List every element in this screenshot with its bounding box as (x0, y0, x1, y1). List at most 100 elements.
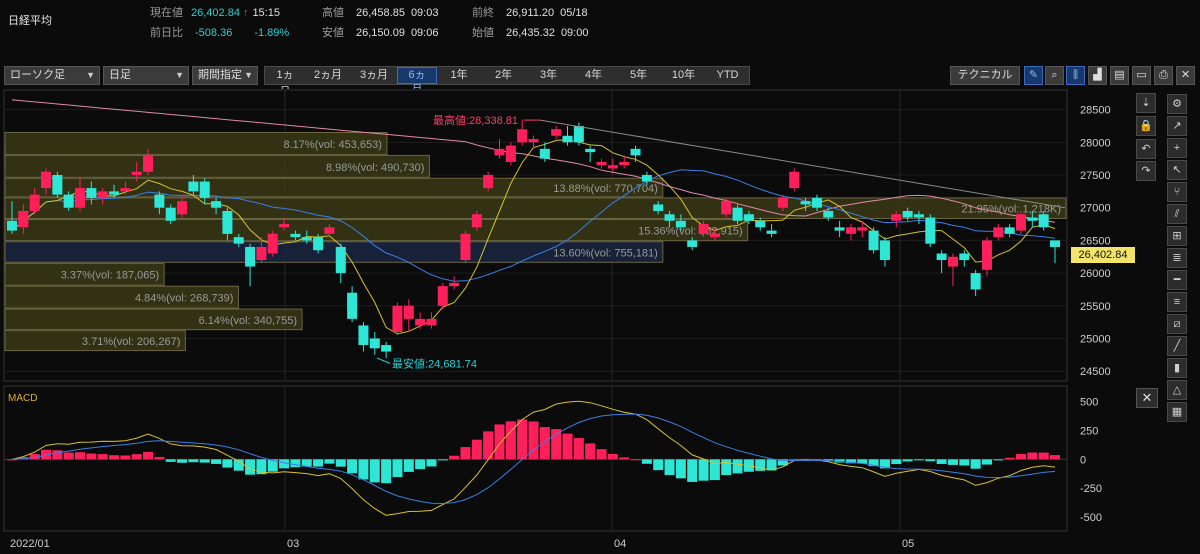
candle-body (313, 237, 324, 251)
volume-profile-bar (4, 177, 664, 198)
period-2y-button[interactable]: 2年 (494, 69, 513, 81)
fib-icon[interactable]: ≡ (1167, 292, 1187, 312)
macd-histogram-bar (528, 421, 539, 460)
candle-body (539, 148, 550, 159)
y-tick-label: 25500 (1080, 301, 1111, 313)
chevron-down-icon: ▼ (244, 70, 253, 80)
redo-icon[interactable]: ↷ (1136, 161, 1156, 181)
triangle-icon[interactable]: △ (1167, 380, 1187, 400)
bar-icon[interactable]: ▮ (1167, 358, 1187, 378)
folder-icon[interactable]: ▭ (1132, 66, 1151, 85)
period-2m-button[interactable]: 2ヵ月 (313, 69, 343, 81)
technical-button[interactable]: テクニカル (950, 66, 1020, 85)
macd-histogram-bar (959, 459, 970, 466)
candle-body (732, 207, 743, 221)
macd-y-tick: 250 (1080, 425, 1098, 437)
candle-body (902, 210, 913, 218)
macd-histogram-bar (993, 459, 1004, 461)
macd-title: MACD (8, 393, 37, 404)
period-3y-button[interactable]: 3年 (539, 69, 558, 81)
candle-body (7, 220, 17, 231)
chart-toolbar: ローソク足▼ 日足▼ 期間指定▼ 1ヵ月 2ヵ月 3ヵ月 6ヵ月 1年 2年 3… (0, 64, 1200, 98)
low-price: 安値 26,150.09 09:06 (322, 27, 439, 39)
chart-area[interactable]: 8.17%(vol: 453,653) 8.98%(vol: 490,730) 13… (0, 89, 1200, 554)
macd-histogram-bar (369, 459, 380, 483)
period-10y-button[interactable]: 10年 (671, 69, 696, 81)
period-4y-button[interactable]: 4年 (584, 69, 603, 81)
gann-icon[interactable]: ⧄ (1167, 314, 1187, 334)
area-chart-icon[interactable]: ▟ (1088, 66, 1107, 85)
volume-profile-label: 8.98%(vol: 490,730) (326, 162, 424, 174)
macd-histogram-bar (1038, 452, 1049, 460)
high-annotation: 最高値:28,338.81 (433, 113, 518, 127)
candle-body (358, 325, 369, 346)
period-ytd-button[interactable]: YTD (716, 69, 739, 81)
plus-icon[interactable]: + (1167, 138, 1187, 158)
undo-icon[interactable]: ↶ (1136, 139, 1156, 159)
macd-histogram-bar (755, 459, 766, 471)
candle-body (86, 188, 97, 198)
list-icon[interactable]: ≣ (1167, 248, 1187, 268)
arrow-icon[interactable]: ↗ (1167, 116, 1187, 136)
fork-icon[interactable]: ⑂ (1167, 182, 1187, 202)
macd-histogram-bar (154, 456, 165, 460)
pen-icon[interactable]: ✎ (1024, 66, 1043, 85)
candle-body (347, 292, 358, 319)
zoom-icon[interactable]: ⌕ (1045, 66, 1064, 85)
macd-histogram-bar (1027, 452, 1038, 460)
macd-histogram-bar (562, 433, 573, 460)
gear-icon[interactable]: ⚙ (1167, 94, 1187, 114)
candlestick-chart[interactable]: 8.17%(vol: 453,653) 8.98%(vol: 490,730) 13… (0, 89, 1200, 554)
macd-histogram-bar (437, 459, 448, 461)
volume-profile-bar (4, 241, 664, 263)
candle-body (789, 171, 800, 189)
period-1y-button[interactable]: 1年 (450, 69, 468, 81)
hline-icon[interactable]: ━ (1167, 270, 1187, 290)
candle-body (483, 175, 494, 189)
macd-histogram-bar (675, 459, 686, 479)
close-icon[interactable]: ✕ (1176, 66, 1195, 85)
macd-histogram-bar (324, 459, 335, 464)
interval-select[interactable]: 日足 ▼ (103, 66, 189, 85)
candle-body (641, 175, 652, 182)
macd-histogram-bar (86, 453, 97, 460)
ruler-icon[interactable]: ╱ (1167, 336, 1187, 356)
candle-body (211, 201, 222, 208)
document-icon[interactable]: ▤ (1110, 66, 1129, 85)
grid-icon[interactable]: ▦ (1167, 402, 1187, 422)
macd-histogram-bar (483, 431, 494, 460)
macd-histogram-bar (641, 459, 652, 464)
macd-close-icon[interactable]: ✕ (1136, 388, 1158, 408)
candle-icon[interactable]: ⫼ (1066, 66, 1085, 85)
period-1m-button[interactable]: 1ヵ月 (276, 69, 294, 98)
ma-long-line (11, 99, 1056, 223)
macd-histogram-bar (313, 459, 324, 467)
macd-histogram-bar (857, 459, 868, 464)
candle-body (947, 256, 958, 267)
lock-icon[interactable]: 🔒 (1136, 116, 1156, 136)
macd-histogram-bar (177, 459, 188, 463)
period-5y-button[interactable]: 5年 (629, 69, 648, 81)
channel-icon[interactable]: ⫽ (1167, 204, 1187, 224)
period-6m-button[interactable]: 6ヵ月 (397, 67, 437, 96)
macd-y-tick: -250 (1080, 483, 1102, 495)
measure-icon[interactable]: ⊞ (1167, 226, 1187, 246)
macd-histogram-bar (426, 459, 437, 467)
chart-type-select[interactable]: ローソク足 ▼ (4, 66, 100, 85)
macd-histogram-bar (573, 438, 584, 460)
macd-histogram-bar (381, 459, 392, 484)
candle-body (709, 233, 720, 238)
print-icon[interactable]: ⎙ (1154, 66, 1173, 85)
index-name: 日経平均 (8, 15, 52, 27)
macd-histogram-bar (165, 459, 176, 462)
change: 前日比 -508.36 -1.89% (150, 27, 290, 39)
macd-histogram-bar (936, 459, 947, 464)
period-3m-button[interactable]: 3ヵ月 (359, 69, 389, 81)
cursor-icon[interactable]: ↖ (1167, 160, 1187, 180)
macd-histogram-bar (267, 459, 278, 472)
macd-histogram-bar (143, 451, 154, 460)
candle-body (426, 318, 437, 326)
period-select[interactable]: 期間指定 ▼ (192, 66, 258, 85)
collapse-icon[interactable]: ⇣ (1136, 93, 1156, 113)
macd-histogram-bar (120, 455, 131, 460)
